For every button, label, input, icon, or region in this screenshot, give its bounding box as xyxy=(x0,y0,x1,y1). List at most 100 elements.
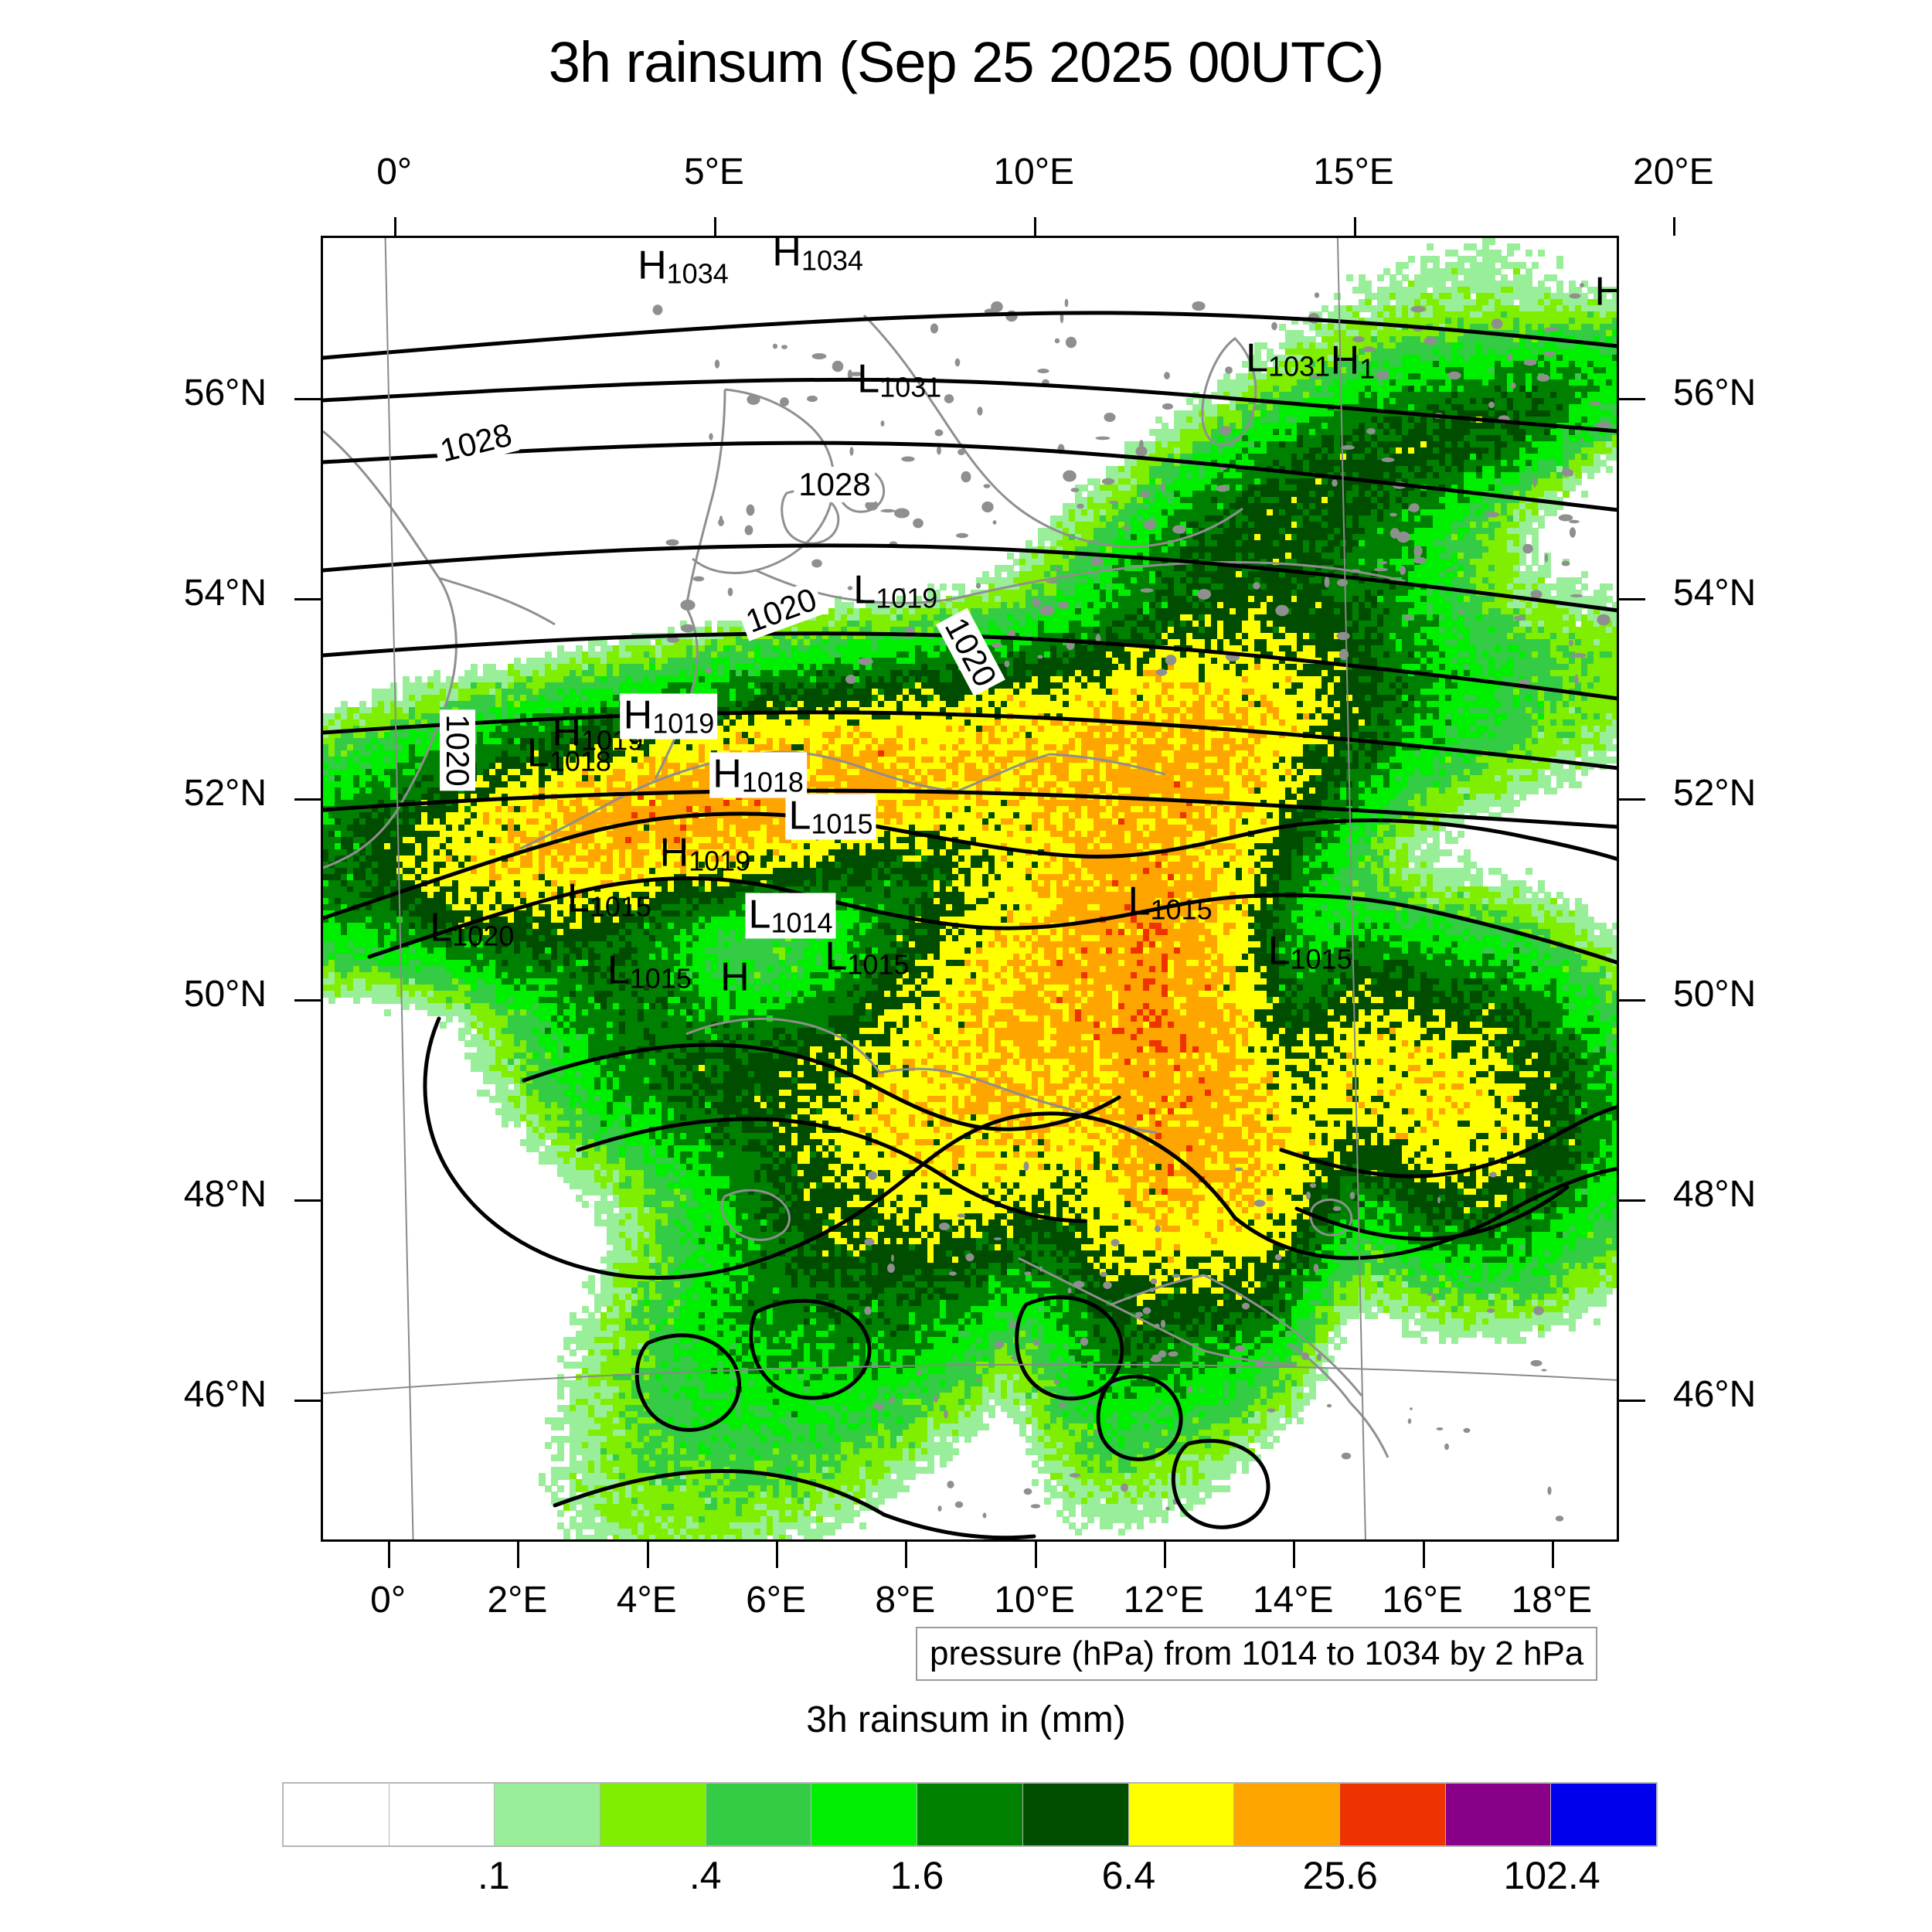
pressure-marker-h: H xyxy=(720,957,750,999)
axis-label-bottom-lon: 2°E xyxy=(487,1580,548,1621)
pressure-marker-glyph: L xyxy=(430,905,453,951)
pressure-marker-glyph: H xyxy=(720,954,750,1000)
colorbar-cell[interactable] xyxy=(1339,1784,1446,1845)
tick-left-lat xyxy=(294,1199,321,1202)
colorbar-tick-label: 1.6 xyxy=(889,1854,944,1897)
pressure-marker-glyph: L xyxy=(748,892,771,937)
pressure-marker-l: L1015 xyxy=(825,936,909,978)
pressure-marker-value: 1015 xyxy=(629,962,692,995)
pressure-marker-glyph: H xyxy=(638,243,667,288)
tick-bottom-lon xyxy=(388,1542,391,1568)
colorbar-cell[interactable] xyxy=(706,1784,812,1845)
tick-right-lat xyxy=(1619,397,1645,400)
axis-label-top-lon: 15°E xyxy=(1313,151,1394,192)
colorbar-cell[interactable] xyxy=(284,1784,389,1845)
axis-label-bottom-lon: 0° xyxy=(370,1580,406,1621)
pressure-marker-glyph: L xyxy=(825,934,848,979)
colorbar-cell[interactable] xyxy=(1234,1784,1340,1845)
tick-bottom-lon xyxy=(1551,1542,1554,1568)
axis-label-left-lat: 48°N xyxy=(183,1174,267,1216)
axis-label-right-lat: 50°N xyxy=(1673,973,1757,1015)
graticule-parallel xyxy=(323,1363,1617,1394)
pressure-marker-h: H xyxy=(1594,269,1617,314)
pressure-marker-l: L1015 xyxy=(785,793,876,840)
pressure-marker-glyph: L xyxy=(566,876,590,921)
colorbar-cell[interactable] xyxy=(389,1784,495,1845)
axis-label-top-lon: 20°E xyxy=(1633,151,1714,192)
colorbar-cell[interactable] xyxy=(1128,1784,1235,1845)
pressure-marker-glyph: L xyxy=(853,567,876,613)
tick-bottom-lon xyxy=(776,1542,779,1568)
pressure-marker-value: 1034 xyxy=(666,257,729,290)
tick-left-lat xyxy=(294,597,321,600)
axis-label-bottom-lon: 16°E xyxy=(1382,1580,1463,1621)
pressure-marker-value: 1031 xyxy=(879,371,942,403)
axis-label-left-lat: 56°N xyxy=(183,372,267,413)
isobar-overlay xyxy=(323,311,1617,1539)
pressure-marker-glyph: H xyxy=(1594,269,1617,314)
pressure-marker-l: L1015 xyxy=(567,879,651,921)
pressure-caption: pressure (hPa) from 1014 to 1034 by 2 hP… xyxy=(916,1627,1598,1681)
pressure-marker-glyph: L xyxy=(788,793,811,838)
tick-bottom-lon xyxy=(517,1542,520,1568)
pressure-marker-value: 1015 xyxy=(847,948,910,981)
colorbar-cell[interactable] xyxy=(600,1784,706,1845)
pressure-marker-h: H1019 xyxy=(620,693,718,740)
pressure-marker-value: 1034 xyxy=(801,244,864,277)
tick-top-lon xyxy=(713,217,716,236)
colorbar[interactable] xyxy=(282,1782,1658,1847)
axis-label-bottom-lon: 18°E xyxy=(1511,1580,1593,1621)
tick-right-lat xyxy=(1619,1199,1645,1202)
pressure-marker-value: 1015 xyxy=(1290,943,1352,975)
axis-label-bottom-lon: 4°E xyxy=(616,1580,677,1621)
colorbar-cell[interactable] xyxy=(1445,1784,1552,1845)
pressure-marker-value: 1031 xyxy=(1268,350,1331,383)
pressure-marker-l: L1015 xyxy=(1268,930,1352,973)
pressure-marker-l: L1014 xyxy=(745,892,836,939)
tick-bottom-lon xyxy=(905,1542,908,1568)
pressure-marker-glyph: H xyxy=(713,751,742,797)
tick-top-lon xyxy=(1673,217,1676,236)
pressure-marker-glyph: H xyxy=(1330,338,1360,383)
pressure-marker-l: L1015 xyxy=(607,951,692,993)
axis-label-right-lat: 48°N xyxy=(1673,1174,1757,1216)
axis-label-bottom-lon: 8°E xyxy=(875,1580,936,1621)
axis-label-bottom-lon: 10°E xyxy=(994,1580,1075,1621)
colorbar-tick-label: .1 xyxy=(477,1854,510,1897)
pressure-marker-value: 1019 xyxy=(652,707,715,740)
colorbar-tick-label: 102.4 xyxy=(1503,1854,1600,1897)
pressure-marker-h: H1 xyxy=(1331,341,1376,383)
colorbar-cell[interactable] xyxy=(495,1784,601,1845)
pressure-marker-value: 1019 xyxy=(689,845,751,877)
axis-label-bottom-lon: 14°E xyxy=(1252,1580,1334,1621)
axis-label-top-lon: 5°E xyxy=(684,151,744,192)
pressure-marker-glyph: L xyxy=(857,356,880,402)
pressure-marker-glyph: L xyxy=(526,730,549,776)
graticule-meridian xyxy=(384,238,414,1539)
tick-bottom-lon xyxy=(1034,1542,1037,1568)
pressure-marker-value: 1 xyxy=(1359,352,1376,385)
pressure-marker-value: 1019 xyxy=(876,582,938,614)
map-plot-area[interactable]: H1034H1034HL1031L1031H1L1019L1018H1019H1… xyxy=(321,236,1619,1542)
axis-label-left-lat: 50°N xyxy=(183,973,267,1015)
axis-label-bottom-lon: 12°E xyxy=(1123,1580,1205,1621)
colorbar-cell[interactable] xyxy=(1551,1784,1656,1845)
pressure-marker-value: 1015 xyxy=(1150,893,1213,926)
tick-right-lat xyxy=(1619,1400,1645,1403)
pressure-marker-glyph: L xyxy=(607,947,630,993)
axis-label-right-lat: 56°N xyxy=(1673,372,1757,413)
colorbar-tick-label: 6.4 xyxy=(1101,1854,1156,1897)
axis-label-right-lat: 52°N xyxy=(1673,773,1757,815)
tick-left-lat xyxy=(294,397,321,400)
colorbar-cell[interactable] xyxy=(917,1784,1023,1845)
contour-label: 1028 xyxy=(794,466,876,502)
axis-label-right-lat: 54°N xyxy=(1673,572,1757,614)
colorbar-cell[interactable] xyxy=(811,1784,918,1845)
pressure-marker-glyph: H xyxy=(552,709,582,755)
pressure-marker-l: L1031 xyxy=(857,359,941,401)
tick-top-lon xyxy=(1353,217,1356,236)
pressure-marker-glyph: L xyxy=(1267,928,1291,974)
axis-label-left-lat: 52°N xyxy=(183,773,267,815)
colorbar-tick-labels: .1 .4 1.6 6.4 25.6 102.4 xyxy=(282,1853,1658,1907)
colorbar-cell[interactable] xyxy=(1022,1784,1129,1845)
